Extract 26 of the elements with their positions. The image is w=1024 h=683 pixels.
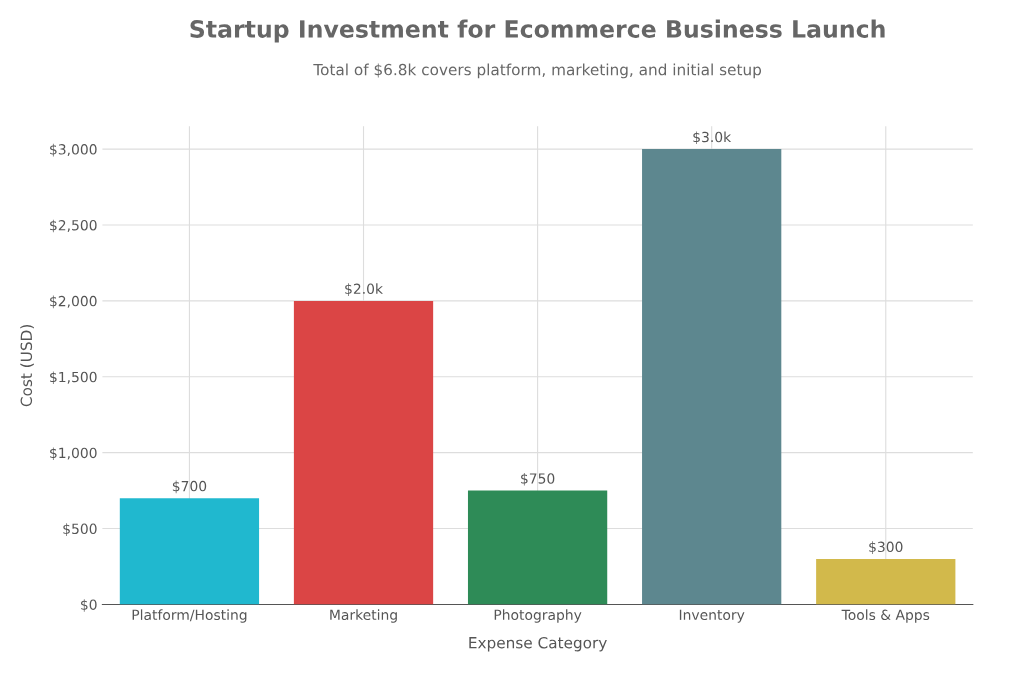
- data-label: $700: [172, 480, 207, 494]
- bar: [642, 149, 782, 605]
- data-label: $3.0k: [693, 131, 732, 145]
- x-tick-label: Inventory: [679, 609, 745, 623]
- chart-title: Startup Investment for Ecommerce Business Launch: [190, 19, 885, 43]
- bar: [816, 558, 956, 605]
- y-tick-label: $1,000: [50, 447, 97, 460]
- y-tick-label: $2,000: [50, 295, 97, 309]
- x-axis-title: Expense Category: [469, 636, 607, 652]
- x-tick-label: Marketing: [330, 609, 397, 623]
- data-label: $300: [869, 541, 903, 554]
- y-tick-label: $3,000: [50, 143, 97, 157]
- bar: [119, 498, 260, 605]
- data-label: $2.0k: [345, 283, 383, 296]
- bar: [293, 300, 434, 605]
- y-tick-label: $0: [81, 599, 97, 612]
- y-axis-title: Cost (USD): [20, 325, 34, 407]
- y-tick-label: $2,500: [50, 219, 97, 233]
- x-tick-label: Tools & Apps: [841, 609, 930, 623]
- chart-subtitle: Total of $6.8k covers platform, marketing, and initial setup: [313, 63, 762, 79]
- data-label: $750: [521, 473, 555, 486]
- x-tick-label: Platform/Hosting: [132, 609, 247, 623]
- y-tick-label: $1,500: [50, 371, 97, 385]
- y-tick-label: $500: [63, 523, 97, 536]
- x-tick-label: Photography: [494, 609, 582, 623]
- bar: [467, 490, 608, 605]
